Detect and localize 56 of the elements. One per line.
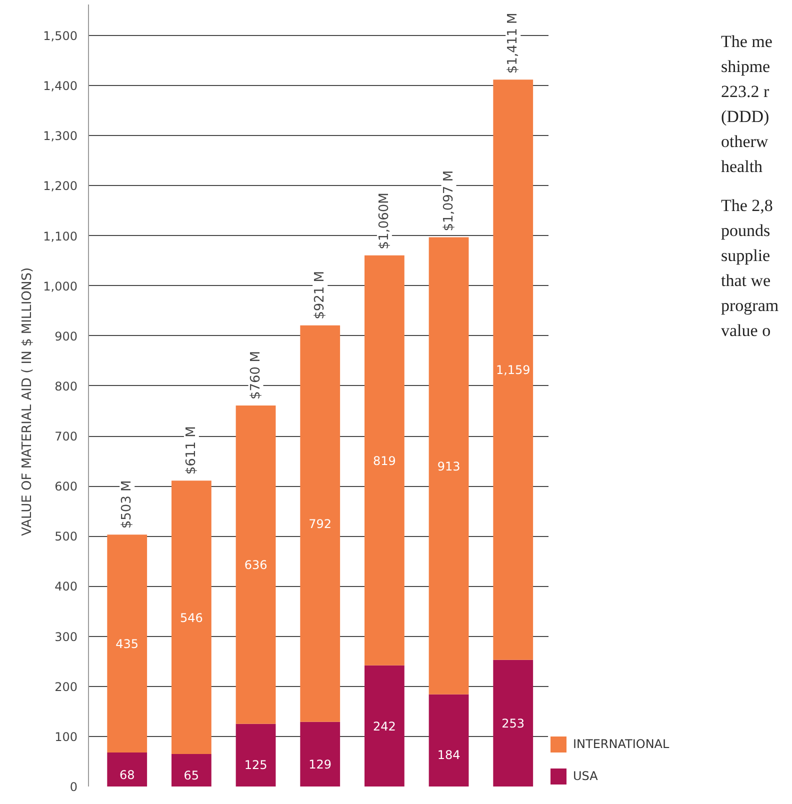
bar: [171, 754, 212, 786]
data-label: 792: [308, 517, 332, 532]
data-label: 125: [244, 758, 268, 772]
bar: [236, 406, 276, 724]
data-label: 253: [502, 716, 525, 731]
legend-label: INTERNATIONAL: [573, 737, 670, 751]
data-label: 1,159: [496, 363, 530, 378]
y-tick-label: 500: [54, 530, 78, 544]
data-label: 546: [180, 610, 203, 625]
y-tick-label: 300: [54, 630, 78, 644]
total-label: $760 M: [248, 351, 264, 400]
data-label: 819: [372, 454, 396, 468]
total-label: $1,097 M: [441, 170, 456, 232]
data-label: 129: [308, 757, 332, 772]
data-label: 184: [437, 748, 460, 762]
y-tick-label: 400: [54, 580, 78, 594]
y-tick-label: 1,200: [43, 179, 78, 194]
bar: [107, 752, 148, 786]
y-tick-label: 600: [54, 480, 78, 494]
text: The me shipme 223.2 r (DDD) otherw health: [721, 31, 774, 178]
bar: [428, 694, 469, 786]
y-axis-title: VALUE OF MATERIAL AID ( IN $ MILLIONS): [20, 267, 36, 536]
y-tick-label: 1,400: [43, 79, 78, 94]
y-tick-label: 1,500: [43, 29, 78, 44]
y-tick-label: 1,300: [43, 129, 78, 144]
bar: [171, 480, 212, 754]
bar: [236, 724, 276, 786]
text: The 2,8 pounds supplie that we program value o: [721, 195, 779, 342]
data-label: 913: [437, 459, 460, 474]
y-tick-label: 700: [54, 430, 78, 444]
y-tick-label: 100: [54, 730, 78, 744]
bar: [300, 722, 340, 786]
bar: [364, 665, 404, 786]
total-label: $503 M: [120, 480, 135, 529]
bar: [493, 80, 534, 660]
data-label: 435: [116, 637, 139, 652]
y-tick-label: 900: [54, 329, 78, 344]
y-tick-label: 1,100: [43, 229, 78, 244]
data-label: 242: [372, 719, 396, 734]
total-label: $921 M: [312, 270, 328, 320]
bar: [493, 660, 534, 786]
bar: [107, 534, 148, 752]
total-label: $1,060M: [376, 192, 392, 250]
data-label: 65: [184, 768, 200, 783]
total-label: $611 M: [184, 426, 199, 475]
legend-label: USA: [573, 769, 598, 783]
y-tick-label: 1,000: [43, 279, 78, 294]
total-label: $1,411 M: [506, 12, 521, 74]
y-tick-label: 200: [54, 680, 78, 694]
bar: [428, 237, 469, 694]
y-tick-label: 800: [54, 379, 78, 394]
bar: [300, 325, 340, 722]
bar: [364, 255, 404, 666]
y-tick-label: 0: [70, 780, 78, 794]
data-label: 636: [244, 558, 268, 572]
data-label: 68: [119, 768, 135, 782]
